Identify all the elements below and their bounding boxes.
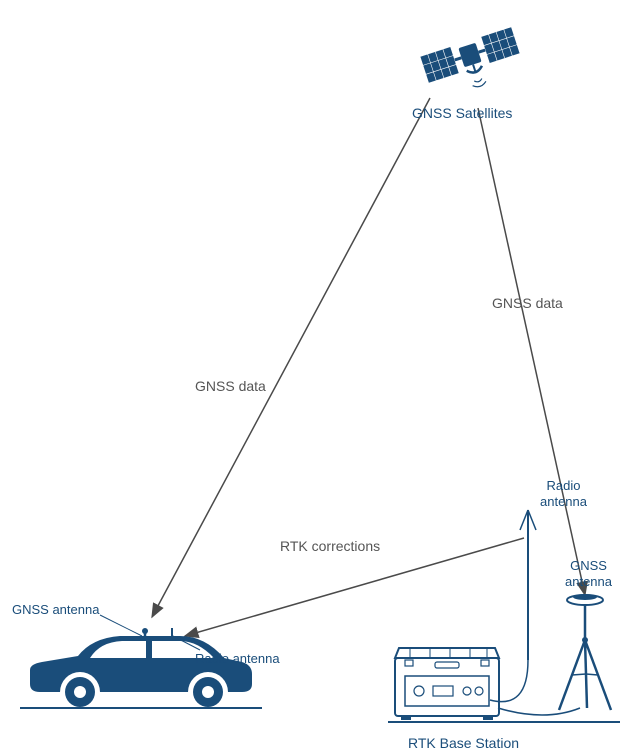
base-station-label: RTK Base Station — [408, 735, 519, 752]
satellite-label: GNSS Satellites — [412, 105, 512, 122]
car-radio-antenna-label: Radio antenna — [195, 651, 280, 667]
edge-label-sat-base: GNSS data — [492, 295, 563, 311]
edge-label-base-car: RTK corrections — [280, 538, 380, 554]
car-gnss-antenna-label: GNSS antenna — [12, 602, 99, 618]
edge-label-sat-car: GNSS data — [195, 378, 266, 394]
car-icon — [20, 628, 262, 708]
base-gnss-antenna-label: GNSS antenna — [565, 558, 612, 589]
base-station-icon — [388, 510, 620, 722]
satellite-icon — [420, 27, 526, 101]
diagram-canvas — [0, 0, 630, 753]
edge-sat-to-base — [478, 108, 585, 595]
base-radio-antenna-label: Radio antenna — [540, 478, 587, 509]
